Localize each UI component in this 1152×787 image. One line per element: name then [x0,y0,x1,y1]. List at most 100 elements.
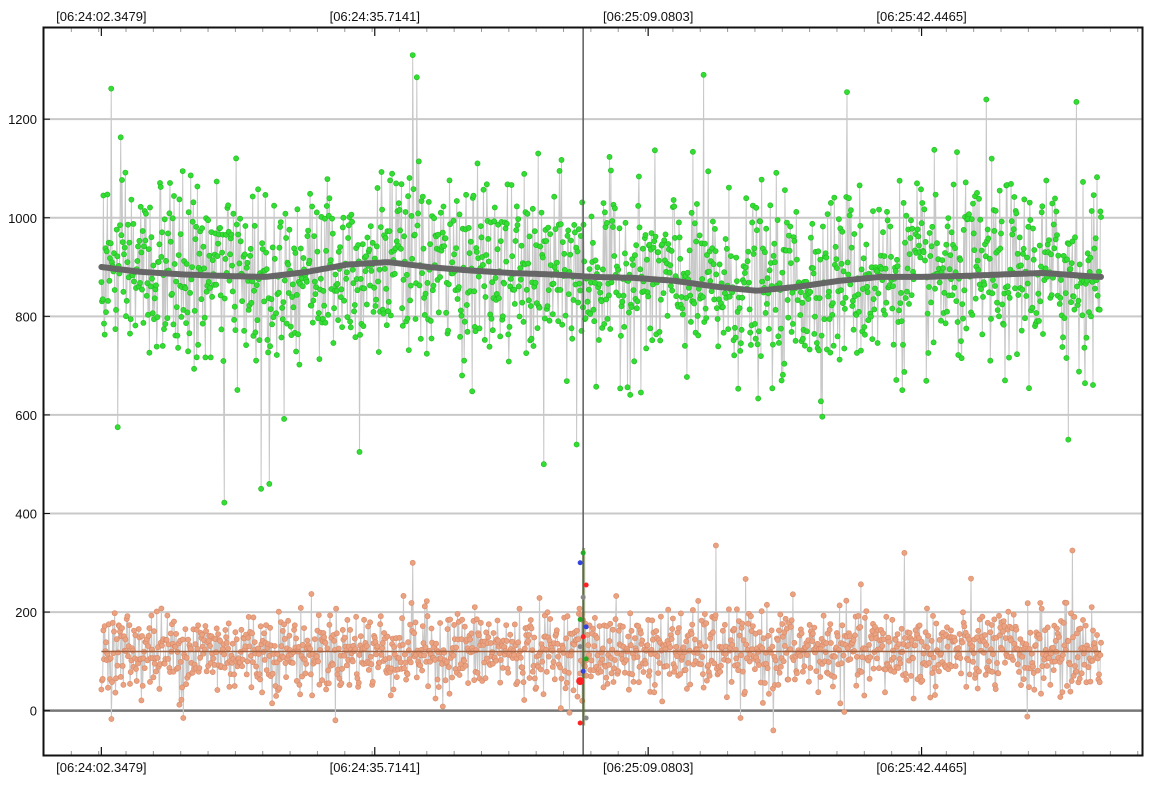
data-point [356,448,363,455]
data-point [679,654,686,660]
data-point [209,257,216,264]
data-point [423,598,430,604]
data-point [1088,604,1095,610]
data-point [612,205,618,212]
data-point [992,283,998,289]
data-point [463,302,470,308]
data-point [1073,668,1080,675]
data-point [586,286,592,293]
data-point [511,300,518,307]
data-point [908,217,914,224]
data-point [1014,661,1021,668]
data-point [869,336,876,342]
data-point [797,653,804,659]
data-point [427,241,433,247]
data-point [976,195,982,202]
time-cursor[interactable] [576,28,589,755]
data-point [617,385,624,392]
data-point [215,631,221,637]
data-point [889,616,896,623]
data-point [775,681,782,688]
data-point [519,664,526,671]
data-point [384,633,391,640]
data-point [253,357,259,364]
data-point [456,672,463,678]
cursor-marker [577,644,583,650]
data-point [604,219,610,226]
data-point [979,613,986,620]
data-point [237,215,243,222]
data-point [459,616,465,623]
data-point [725,326,732,332]
data-point [600,645,606,652]
data-point [461,623,468,630]
data-point [339,627,346,633]
data-point [642,232,649,238]
data-point [902,239,908,246]
data-point [408,212,415,219]
data-point [313,209,320,216]
data-point [970,658,976,665]
data-point [847,656,854,662]
data-point [836,602,843,609]
data-point [631,358,638,365]
data-point [170,321,177,328]
data-point [684,685,690,692]
data-point [273,352,280,358]
data-point [366,246,373,253]
data-point [603,296,610,303]
data-point [355,242,361,248]
data-point [331,638,337,644]
data-point [751,245,758,252]
data-point [854,653,860,660]
data-point [374,185,381,191]
data-point [860,255,867,262]
plot-series [98,52,1104,734]
data-point [185,209,192,216]
data-point [944,624,950,631]
data-point [533,684,540,691]
data-point [175,664,181,671]
data-point [670,197,677,203]
data-point [782,643,788,649]
data-point [407,297,413,304]
data-point [404,315,411,322]
data-point [267,306,274,312]
data-point [321,302,327,309]
data-point [891,668,898,675]
data-point [525,638,532,644]
data-point [1034,667,1041,674]
data-point [636,173,642,180]
data-point [1030,663,1036,670]
data-point [1023,641,1030,648]
data-point [482,675,489,682]
data-point [590,625,596,632]
data-point [992,207,999,214]
data-point [339,224,346,231]
data-point [247,245,254,252]
data-point [345,235,351,241]
data-point [203,628,209,634]
data-point [838,287,844,294]
data-point [600,266,606,273]
data-point [531,634,538,641]
data-point [462,662,469,669]
data-point [1051,245,1058,252]
data-point [296,361,303,368]
data-point [987,357,994,364]
data-point [239,663,245,670]
data-point [960,609,966,616]
data-point [193,354,200,361]
data-point [606,292,612,299]
data-point [231,303,238,310]
data-point [966,636,972,643]
data-point [1010,657,1016,663]
data-point [356,652,363,658]
data-point [122,169,129,176]
data-point [263,266,270,273]
data-point [444,626,451,632]
data-point [431,215,437,222]
data-point [1036,635,1043,642]
data-point [133,666,139,672]
data-point [944,223,951,230]
